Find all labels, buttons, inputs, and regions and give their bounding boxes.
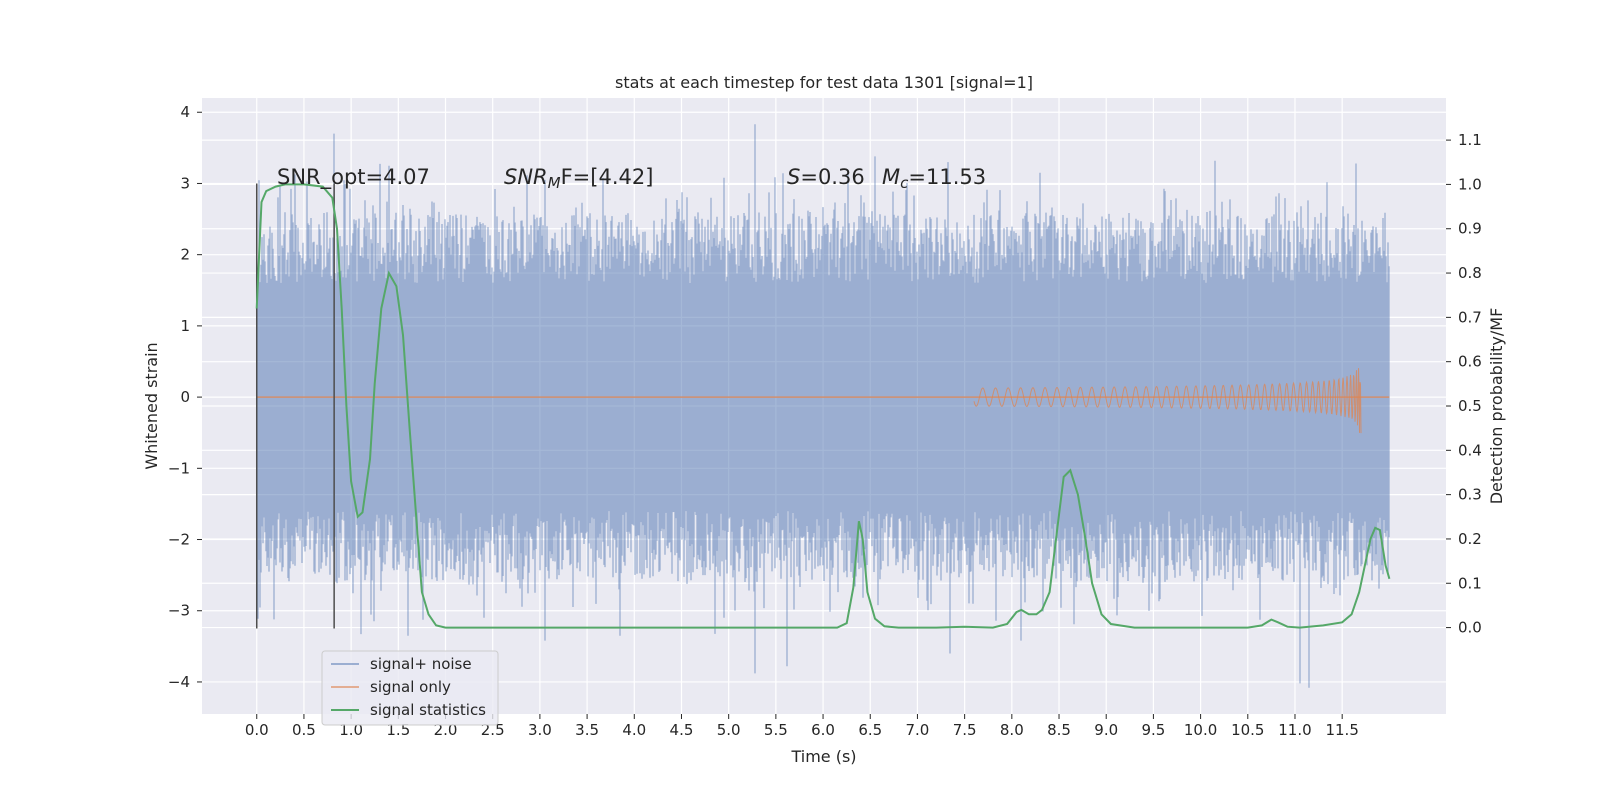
right-y-tick-label: 0.1 — [1458, 574, 1482, 592]
x-tick-label: 11.0 — [1278, 721, 1311, 739]
left-y-tick-label: −3 — [168, 602, 190, 620]
x-tick-label: 9.5 — [1141, 721, 1165, 739]
x-tick-label: 7.5 — [953, 721, 977, 739]
left-y-tick-label: 1 — [180, 317, 190, 335]
annotation-s-value: =0.36 — [800, 165, 864, 189]
left-y-axis-ticks: 4 3 2 1 0 −1 −2 −3 −4 — [168, 103, 202, 691]
left-y-tick-label: 2 — [180, 246, 190, 264]
x-tick-label: 0.0 — [245, 721, 269, 739]
right-y-tick-label: 0.8 — [1458, 264, 1482, 282]
x-tick-label: 3.5 — [575, 721, 599, 739]
x-tick-label: 4.5 — [670, 721, 694, 739]
right-y-axis-ticks: 1.1 1.0 0.9 0.8 0.7 0.6 0.5 0.4 0.3 0.2 0.1 0.0 — [1446, 131, 1482, 637]
left-y-tick-label: 3 — [180, 174, 190, 192]
right-y-tick-label: 0.9 — [1458, 220, 1482, 238]
left-y-tick-label: −2 — [168, 531, 190, 549]
x-tick-label: 8.0 — [1000, 721, 1024, 739]
annotation-mc-value: =11.53 — [908, 165, 986, 189]
x-tick-label: 3.0 — [528, 721, 552, 739]
right-y-tick-label: 1.0 — [1458, 175, 1482, 193]
annotation-s-symbol: S — [787, 165, 800, 189]
annotation-snr-mf: SNRMF=[4.42] — [504, 165, 653, 192]
left-y-tick-label: 4 — [180, 103, 190, 121]
legend-box — [321, 650, 499, 726]
x-tick-label: 7.0 — [906, 721, 930, 739]
signal-only-chirp — [973, 368, 1362, 434]
right-y-tick-label: 0.2 — [1458, 530, 1482, 548]
x-tick-label: 10.0 — [1184, 721, 1217, 739]
x-tick-label: 10.5 — [1231, 721, 1264, 739]
left-y-tick-label: −1 — [168, 459, 190, 477]
annotation-mc: Mc=11.53 — [882, 165, 986, 192]
right-y-tick-label: 0.6 — [1458, 353, 1482, 371]
right-y-tick-label: 0.7 — [1458, 308, 1482, 326]
annotation-snr-mf-value: F=[4.42] — [561, 165, 654, 189]
annotation-snr-mf-symbol: SNR — [504, 165, 548, 189]
annotation-mc-symbol: M — [882, 165, 900, 189]
left-y-axis-label: Whitened strain — [142, 342, 161, 469]
x-tick-label: 9.0 — [1094, 721, 1118, 739]
x-axis-ticks: 0.0 0.5 1.0 1.5 2.0 2.5 3.0 3.5 4.0 4.5 5.0 5.5 6.0 6… — [245, 714, 1359, 739]
x-tick-label: 5.0 — [717, 721, 741, 739]
annotation-snr-opt: SNR_opt=4.07 — [277, 165, 430, 190]
right-y-axis-label: Detection probability/MF — [1487, 308, 1506, 505]
x-tick-label: 5.5 — [764, 721, 788, 739]
left-y-tick-label: 0 — [180, 388, 190, 406]
right-y-tick-label: 0.4 — [1458, 441, 1482, 459]
x-tick-label: 6.0 — [811, 721, 835, 739]
right-y-tick-label: 0.5 — [1458, 397, 1482, 415]
right-y-tick-label: 1.1 — [1458, 131, 1482, 149]
series-signal-only — [973, 368, 1362, 434]
annotation-snr-mf-subscript: M — [548, 174, 561, 192]
series-signal-statistics — [255, 183, 1391, 629]
annotation-s: S=0.36 — [787, 165, 865, 189]
right-y-tick-label: 0.0 — [1458, 619, 1482, 637]
x-tick-label: 6.5 — [858, 721, 882, 739]
legend: signal+ noise signal only signal statist… — [321, 650, 499, 726]
x-tick-label: 11.5 — [1325, 721, 1358, 739]
vertical-marker-lines — [255, 183, 335, 629]
legend-label-signal-only: signal only — [370, 678, 451, 696]
annotation-mc-subscript: c — [900, 174, 909, 192]
right-y-tick-label: 0.3 — [1458, 486, 1482, 504]
x-tick-label: 4.0 — [622, 721, 646, 739]
x-axis-label: Time (s) — [790, 747, 856, 766]
left-y-tick-label: −4 — [168, 673, 190, 691]
chart-title: stats at each timestep for test data 130… — [615, 73, 1033, 92]
x-tick-label: 0.5 — [292, 721, 316, 739]
legend-label-signal-plus-noise: signal+ noise — [370, 655, 472, 673]
x-tick-label: 8.5 — [1047, 721, 1071, 739]
legend-label-signal-statistics: signal statistics — [370, 701, 486, 719]
